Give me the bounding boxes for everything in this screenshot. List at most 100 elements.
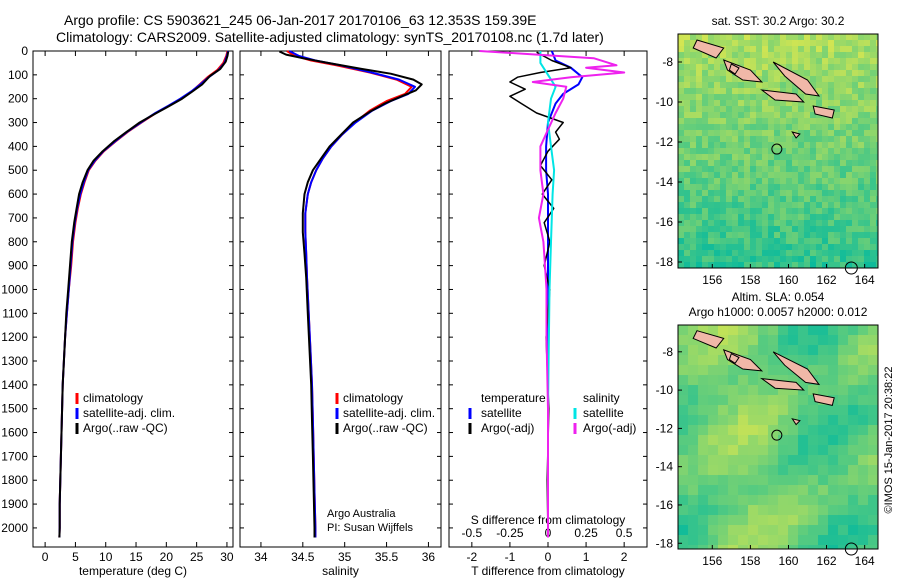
sla_map-cell: [778, 335, 788, 345]
sst_map-cell: [840, 88, 846, 94]
sla_map-cell: [848, 325, 858, 335]
sst_map-cell: [780, 148, 786, 154]
sst_map-cell: [846, 238, 852, 244]
sst_map-cell: [834, 202, 840, 208]
sst_map-cell: [678, 214, 684, 220]
salinity-xtick-label: 35.5: [375, 550, 399, 564]
sla_map-cell: [688, 415, 698, 425]
sst_map-cell: [828, 238, 834, 244]
sst_map-cell: [828, 154, 834, 160]
sla_map-cell: [688, 405, 698, 415]
sst_map-cell: [852, 190, 858, 196]
sla_map-cell: [698, 325, 708, 335]
sla_map-cell: [808, 525, 818, 535]
sla_map-cell: [838, 445, 848, 455]
sst_map-cell: [714, 262, 720, 268]
sst_map-cell: [738, 136, 744, 142]
sla_map-cell: [688, 475, 698, 485]
sla_map-cell: [758, 485, 768, 495]
temperature-ytick-label: 1900: [1, 497, 28, 511]
sst_map-cell: [726, 88, 732, 94]
sst_map-cell: [846, 82, 852, 88]
sla_map-cell: [748, 325, 758, 335]
sst_map-island: [728, 63, 740, 75]
sst_map-cell: [726, 40, 732, 46]
sst_map-cell: [786, 148, 792, 154]
sla_map-cell: [798, 455, 808, 465]
sst_map-cell: [780, 124, 786, 130]
sst_map-cell: [834, 70, 840, 76]
sla_map-cell: [778, 525, 788, 535]
sla_map-cell: [768, 405, 778, 415]
sst_map-cell: [798, 94, 804, 100]
sla_map-ytick-label: -8: [662, 345, 673, 359]
sst_map-cell: [738, 232, 744, 238]
sst_map-cell: [738, 154, 744, 160]
sla_map-cell: [758, 395, 768, 405]
sst_map-cell: [732, 88, 738, 94]
sst_map-cell: [816, 130, 822, 136]
sla_map-cell: [738, 395, 748, 405]
sst_map-cell: [828, 52, 834, 58]
sst_map-cell: [768, 76, 774, 82]
sla_map-cell: [778, 425, 788, 435]
sla_map-cell: [848, 535, 858, 545]
sla_map-cell: [868, 345, 878, 355]
sla_map-cell: [828, 415, 838, 425]
sla_map-xtick-label: 156: [702, 554, 722, 568]
sst_map-cell: [852, 154, 858, 160]
sla_map-cell: [688, 525, 698, 535]
sst_map-cell: [714, 184, 720, 190]
sst_map-cell: [816, 100, 822, 106]
sst_map-cell: [702, 190, 708, 196]
sla_map-cell: [838, 385, 848, 395]
sst_map-cell: [828, 136, 834, 142]
sst_map-cell: [708, 94, 714, 100]
sst_map-cell: [762, 142, 768, 148]
sla_map-cell: [798, 395, 808, 405]
sst_map-cell: [804, 148, 810, 154]
sst_map-cell: [828, 166, 834, 172]
sla_map-cell: [788, 495, 798, 505]
difference-stick-label: 0.5: [616, 526, 633, 540]
sst_map-cell: [834, 166, 840, 172]
sst_map-cell: [690, 244, 696, 250]
sst_map-cell: [678, 154, 684, 160]
sst_map-cell: [750, 190, 756, 196]
sst_map-cell: [726, 130, 732, 136]
sst_map-cell: [690, 214, 696, 220]
sst_map-cell: [834, 238, 840, 244]
sst_map-cell: [804, 34, 810, 40]
sst_map-cell: [690, 70, 696, 76]
sla_map-cell: [728, 505, 738, 515]
sst_map-cell: [678, 94, 684, 100]
sst_map-cell: [840, 190, 846, 196]
sst_map-cell: [738, 262, 744, 268]
sst_map-cell: [816, 202, 822, 208]
sst_map-cell: [690, 64, 696, 70]
sst_map-cell: [810, 202, 816, 208]
sla_map-xtick-label: 164: [855, 554, 875, 568]
sst_map-cell: [726, 244, 732, 250]
sst_map-cell: [864, 46, 870, 52]
sst_map-cell: [876, 148, 878, 154]
sst_map-cell: [810, 82, 816, 88]
sst_map-cell: [846, 124, 852, 130]
sla_map-cell: [758, 545, 768, 549]
salinity-xtick-label: 34.5: [291, 550, 315, 564]
sst_map-cell: [690, 154, 696, 160]
sla_map-cell: [718, 325, 728, 335]
sst_map-cell: [732, 214, 738, 220]
sla_map-cell: [858, 445, 868, 455]
sst_map-cell: [792, 142, 798, 148]
sst_map-cell: [858, 220, 864, 226]
sst_map-cell: [840, 154, 846, 160]
sst_map-cell: [876, 226, 878, 232]
sst_map-cell: [726, 202, 732, 208]
sst_map-cell: [828, 40, 834, 46]
sst_map-cell: [810, 124, 816, 130]
sst_map-cell: [738, 124, 744, 130]
sla_map-cell: [768, 415, 778, 425]
sst_map-cell: [780, 184, 786, 190]
